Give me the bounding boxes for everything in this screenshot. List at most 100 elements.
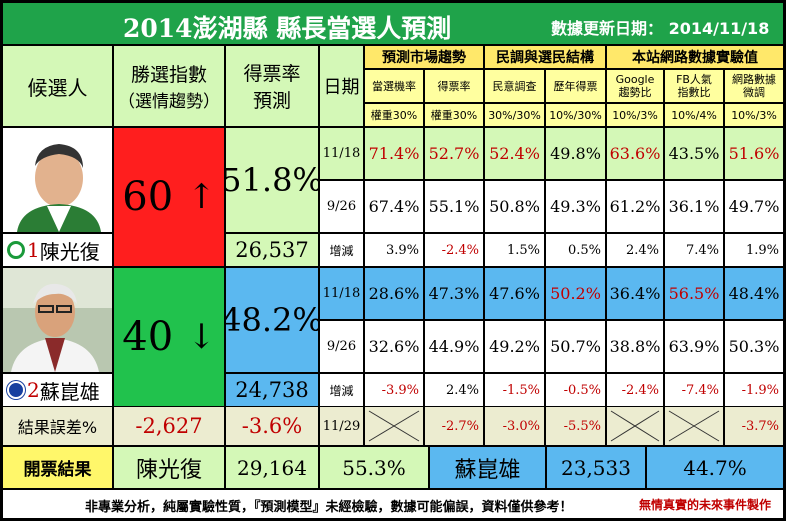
data-cell: 36.4% bbox=[607, 268, 663, 319]
subheader-text: 指數比 bbox=[677, 86, 711, 99]
title-bar: 2014澎湖縣 縣長當選人預測 數據更新日期： 2014/11/18 bbox=[3, 3, 783, 44]
data-cell: 47.6% bbox=[485, 268, 544, 319]
data-cell: 49.7% bbox=[725, 181, 783, 232]
data-cell: -2.4% bbox=[607, 374, 663, 406]
weight-3: 10%/30% bbox=[546, 104, 605, 126]
error-date: 11/29 bbox=[320, 407, 363, 445]
candidate-photo bbox=[3, 128, 112, 232]
vote-rate-prediction: 51.8% bbox=[226, 128, 318, 232]
data-cell: -2.4% bbox=[425, 234, 483, 266]
subheader-text: 網路數據 bbox=[732, 73, 776, 86]
data-cell: 1.5% bbox=[485, 234, 544, 266]
header-group-web: 本站網路數據實驗值 bbox=[607, 46, 783, 68]
subheader-text: 歷年得票 bbox=[553, 79, 598, 93]
result-c1-name: 陳光復 bbox=[114, 447, 224, 488]
data-cell: 3.9% bbox=[365, 234, 423, 266]
weight-4: 10%/3% bbox=[607, 104, 663, 126]
data-cell: 49.8% bbox=[546, 128, 605, 179]
data-cell: 56.5% bbox=[665, 268, 723, 319]
result-c1-rate: 55.3% bbox=[320, 447, 428, 488]
vote-count-prediction: 24,738 bbox=[226, 374, 318, 406]
data-cell: 2.4% bbox=[607, 234, 663, 266]
arrow-up-icon: ↑ bbox=[187, 177, 216, 217]
data-cell: 32.6% bbox=[365, 321, 423, 372]
row-date: 11/18 bbox=[320, 128, 363, 179]
data-cell: 50.3% bbox=[725, 321, 783, 372]
row-date: 9/26 bbox=[320, 181, 363, 232]
data-cell: 0.5% bbox=[546, 234, 605, 266]
subheader-text: 趨勢比 bbox=[618, 86, 652, 99]
data-cell: 43.5% bbox=[665, 128, 723, 179]
subheader-3: 歷年得票 bbox=[546, 70, 605, 102]
data-cell: 47.3% bbox=[425, 268, 483, 319]
footer-disclaimer: 非專業分析，純屬實驗性質，『預測模型』未經檢驗，數據可能偏誤，資料僅供參考！ bbox=[85, 500, 573, 515]
data-cell: 50.2% bbox=[546, 268, 605, 319]
candidate-name-cell: 1 陳光復 bbox=[3, 234, 112, 266]
subheader-text: Google bbox=[615, 73, 655, 86]
result-c2-rate: 44.7% bbox=[647, 447, 783, 488]
subheader-2: 民意調查 bbox=[485, 70, 544, 102]
data-cell: 52.4% bbox=[485, 128, 544, 179]
candidate-name-cell: 2 蘇崑雄 bbox=[3, 374, 112, 406]
data-cell: 28.6% bbox=[365, 268, 423, 319]
data-cell: 2.4% bbox=[425, 374, 483, 406]
result-c2-votes: 23,533 bbox=[547, 447, 645, 488]
data-cell: 48.4% bbox=[725, 268, 783, 319]
party-dpp-icon bbox=[7, 241, 25, 259]
row-date: 增減 bbox=[320, 234, 363, 266]
subheader-text: 得票率 bbox=[437, 79, 471, 93]
weight-5: 10%/4% bbox=[665, 104, 723, 126]
row-date: 11/18 bbox=[320, 268, 363, 319]
data-cell: 38.8% bbox=[607, 321, 663, 372]
error-cell: -3.0% bbox=[485, 407, 544, 445]
data-cell: -1.9% bbox=[725, 374, 783, 406]
candidate-photo bbox=[3, 268, 112, 372]
error-cell bbox=[365, 407, 423, 445]
candidate-number: 2 bbox=[27, 378, 40, 402]
data-cell: 63.9% bbox=[665, 321, 723, 372]
row-date: 9/26 bbox=[320, 321, 363, 372]
data-cell: 67.4% bbox=[365, 181, 423, 232]
win-index-value: 40 bbox=[122, 314, 174, 360]
header-win-index-line2: （選情趨勢） bbox=[118, 92, 220, 112]
avatar-icon bbox=[3, 128, 112, 232]
subheader-1: 得票率 bbox=[425, 70, 483, 102]
update-date: 數據更新日期： 2014/11/18 bbox=[551, 19, 770, 38]
subheader-text: FB人氣 bbox=[676, 73, 712, 86]
data-cell: 52.7% bbox=[425, 128, 483, 179]
data-cell: 63.6% bbox=[607, 128, 663, 179]
row-date: 增減 bbox=[320, 374, 363, 406]
data-cell: 55.1% bbox=[425, 181, 483, 232]
weight-6: 10%/3% bbox=[725, 104, 783, 126]
header-vote-rate-line2: 預測 bbox=[252, 90, 291, 112]
vote-rate-prediction: 48.2% bbox=[226, 268, 318, 372]
empty-cross-icon bbox=[610, 410, 660, 442]
data-cell: 36.1% bbox=[665, 181, 723, 232]
header-date: 日期 bbox=[320, 46, 363, 126]
weight-0: 權重30% bbox=[365, 104, 423, 126]
data-cell: -1.5% bbox=[485, 374, 544, 406]
vote-count-prediction: 26,537 bbox=[226, 234, 318, 266]
data-cell: 50.7% bbox=[546, 321, 605, 372]
data-cell: 7.4% bbox=[665, 234, 723, 266]
candidate-number: 1 bbox=[27, 238, 40, 262]
header-win-index-line1: 勝選指數 bbox=[130, 64, 207, 86]
header-candidate: 候選人 bbox=[3, 46, 112, 126]
weight-1: 權重30% bbox=[425, 104, 483, 126]
win-index: 40 ↓ bbox=[114, 268, 224, 406]
header-win-index: 勝選指數 （選情趨勢） bbox=[114, 46, 224, 126]
party-kmt-icon bbox=[7, 381, 25, 399]
error-cell bbox=[607, 407, 663, 445]
error-cell bbox=[665, 407, 723, 445]
subheader-text: 當選機率 bbox=[372, 79, 416, 93]
subheader-text: 民意調查 bbox=[492, 79, 537, 93]
weight-2: 30%/30% bbox=[485, 104, 544, 126]
header-vote-rate-line1: 得票率 bbox=[243, 63, 301, 85]
empty-cross-icon bbox=[668, 410, 720, 442]
data-cell: -0.5% bbox=[546, 374, 605, 406]
data-cell: 44.9% bbox=[425, 321, 483, 372]
page-title: 2014澎湖縣 縣長當選人預測 bbox=[123, 14, 452, 43]
data-cell: 51.6% bbox=[725, 128, 783, 179]
error-votes: -2,627 bbox=[114, 407, 224, 445]
